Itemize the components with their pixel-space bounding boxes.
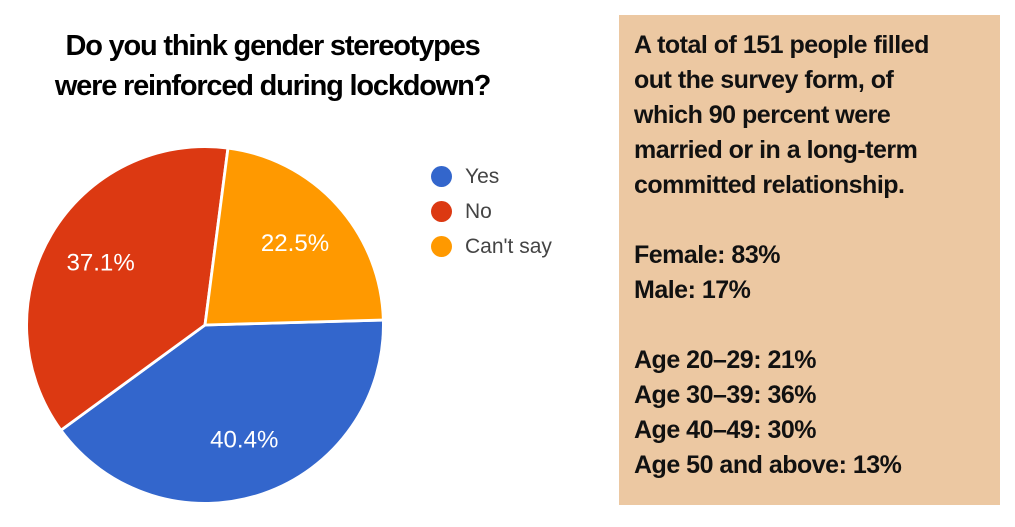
pie-slice-label-no: 37.1%: [66, 250, 134, 277]
summary-line-6: Female: 83%: [634, 241, 780, 269]
legend-item-can-t-say: Can't say: [431, 235, 552, 258]
summary-line-5: [634, 203, 990, 238]
legend-label-no: No: [465, 199, 492, 223]
pie-slice-no: [25, 145, 230, 432]
summary-line-8: [634, 308, 990, 343]
summary-line-12: Age 50 and above: 13%: [634, 451, 902, 479]
pie-slice-label-can-t-say: 22.5%: [261, 230, 329, 257]
summary-line-3: married or in a long-term: [634, 136, 918, 164]
chart-legend: Yes No Can't say: [431, 165, 552, 258]
legend-item-yes: Yes: [431, 165, 552, 188]
legend-item-no: No: [431, 200, 552, 223]
legend-swatch-yes: [431, 166, 452, 187]
pie-slice-yes: [59, 318, 385, 505]
summary-line-9: Age 20–29: 21%: [634, 346, 817, 374]
chart-title-line-2: were reinforced during lockdown?: [54, 70, 492, 102]
legend-label-can-t-say: Can't say: [465, 234, 552, 258]
pie-slice-label-yes: 40.4%: [210, 426, 278, 453]
pie-svg: 40.4% 37.1% 22.5%: [25, 145, 385, 505]
summary-panel: A total of 151 people filled out the surv…: [619, 15, 1000, 505]
legend-swatch-no: [431, 201, 452, 222]
chart-title: Do you think gender stereotypes were rei…: [5, 26, 540, 106]
summary-line-11: Age 40–49: 30%: [634, 416, 817, 444]
summary-line-10: Age 30–39: 36%: [634, 381, 817, 409]
summary-line-0: A total of 151 people filled: [634, 31, 929, 59]
summary-line-4: committed relationship.: [634, 171, 905, 199]
summary-line-1: out the survey form, of: [634, 66, 894, 94]
legend-label-yes: Yes: [465, 164, 500, 188]
pie-chart: 40.4% 37.1% 22.5%: [23, 143, 387, 507]
legend-swatch-can-t-say: [431, 236, 452, 257]
summary-line-2: which 90 percent were: [634, 101, 891, 129]
pie-slice-can-t-say: [203, 146, 385, 327]
summary-line-7: Male: 17%: [634, 276, 751, 304]
chart-title-line-1: Do you think gender stereotypes: [65, 30, 481, 62]
summary-panel-text: A total of 151 people filled out the surv…: [634, 28, 990, 483]
